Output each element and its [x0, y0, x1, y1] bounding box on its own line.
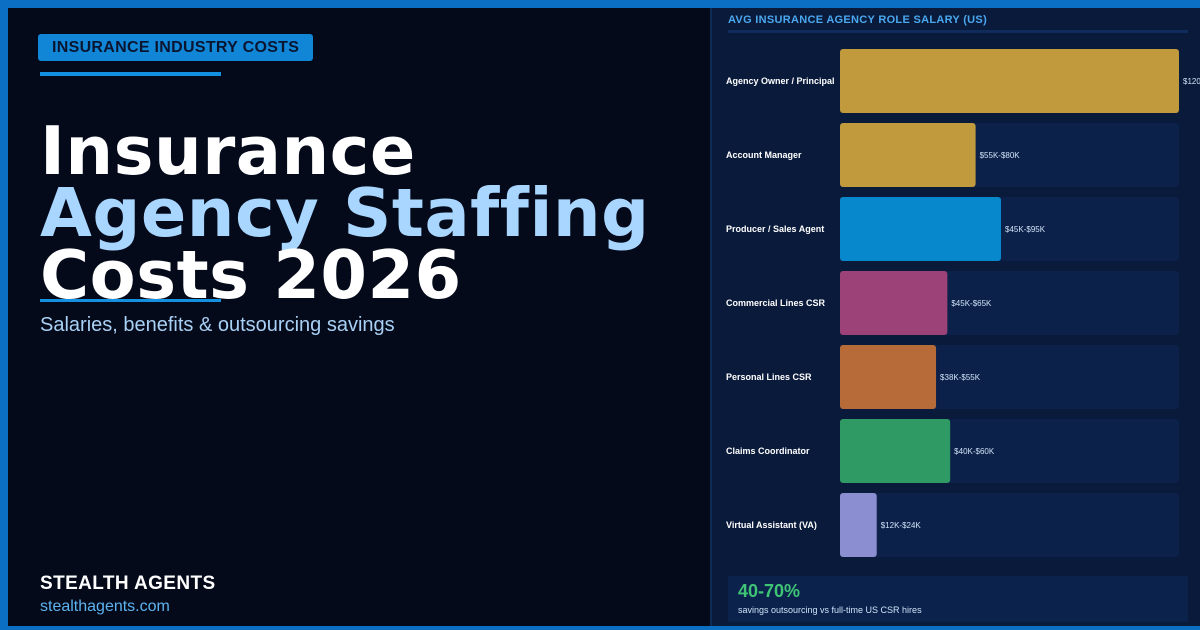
title-line-2: Agency Staffing [40, 174, 650, 252]
savings-stat-value: 40-70% [738, 581, 801, 601]
bar-track-virtual-assistant-va [840, 493, 1179, 557]
brand-name: STEALTH AGENTS [40, 573, 216, 594]
category-label-account-manager: Account Manager [726, 150, 802, 160]
category-label-claims-coordinator: Claims Coordinator [726, 446, 810, 456]
brand-url-link[interactable]: stealthagents.com [40, 598, 170, 615]
value-label-claims-coordinator: $40K-$60K [954, 447, 995, 456]
bar-personal-lines-csr [840, 345, 937, 409]
value-label-commercial-lines-csr: $45K-$65K [951, 299, 992, 308]
bar-agency-owner-principal [840, 49, 1179, 113]
value-label-producer-sales-agent: $45K-$95K [1005, 225, 1046, 234]
chart-title: AVG INSURANCE AGENCY ROLE SALARY (US) [728, 14, 988, 26]
category-label-producer-sales-agent: Producer / Sales Agent [726, 224, 824, 234]
title-line-3: Costs 2026 [40, 236, 462, 314]
value-label-account-manager: $55K-$80K [980, 151, 1021, 160]
salary-chart-panel: AVG INSURANCE AGENCY ROLE SALARY (US) Ag… [710, 8, 1200, 626]
value-label-personal-lines-csr: $38K-$55K [940, 373, 981, 382]
category-label-personal-lines-csr: Personal Lines CSR [726, 372, 812, 382]
bar-producer-sales-agent [840, 197, 1002, 261]
page-title: Insurance Agency Staffing Costs 2026 [40, 112, 650, 314]
page-frame: INSURANCE INDUSTRY COSTS Insurance Agenc… [8, 8, 1200, 626]
hero-section: INSURANCE INDUSTRY COSTS Insurance Agenc… [8, 8, 710, 626]
title-line-1: Insurance [40, 112, 416, 190]
category-label-virtual-assistant-va: Virtual Assistant (VA) [726, 520, 817, 530]
subtitle: Salaries, benefits & outsourcing savings [40, 314, 395, 336]
category-label-commercial-lines-csr: Commercial Lines CSR [726, 298, 826, 308]
bar-claims-coordinator [840, 419, 951, 483]
savings-stat-note: savings outsourcing vs full-time US CSR … [738, 605, 922, 615]
category-tag: INSURANCE INDUSTRY COSTS [38, 34, 314, 61]
salary-bar-chart: Agency Owner / Principal $120 Account Mana… [726, 49, 1200, 557]
chart-title-rule [728, 30, 1188, 33]
bar-commercial-lines-csr [840, 271, 948, 335]
category-label-agency-owner-principal: Agency Owner / Principal [726, 76, 835, 86]
bar-virtual-assistant-va [840, 493, 877, 557]
value-label-agency-owner-principal: $120 [1183, 77, 1200, 86]
tag-underline [40, 72, 221, 76]
bar-account-manager [840, 123, 976, 187]
savings-stat-box: 40-70% savings outsourcing vs full-time … [728, 576, 1188, 622]
title-underline [40, 299, 221, 302]
value-label-virtual-assistant-va: $12K-$24K [881, 521, 922, 530]
